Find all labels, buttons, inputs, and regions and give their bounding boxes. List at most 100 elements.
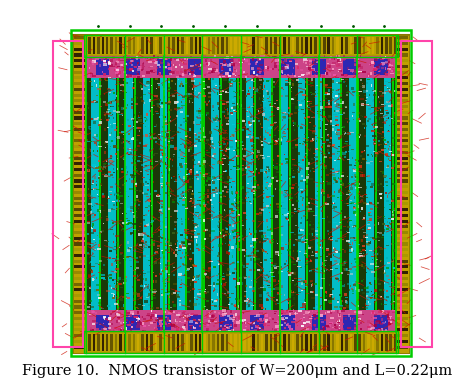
Bar: [213, 284, 215, 285]
Bar: [203, 160, 206, 163]
Bar: [376, 202, 379, 204]
Bar: [283, 322, 286, 324]
Bar: [204, 143, 208, 144]
Bar: [192, 263, 195, 266]
Bar: [333, 247, 334, 249]
Bar: [153, 293, 155, 294]
Bar: [168, 171, 169, 174]
Bar: [176, 218, 178, 219]
Bar: [227, 72, 228, 74]
Bar: [302, 234, 303, 235]
Bar: [136, 317, 138, 319]
Bar: [380, 248, 383, 249]
Bar: [217, 161, 219, 164]
Bar: [273, 288, 275, 290]
Bar: [347, 159, 350, 160]
Bar: [305, 211, 306, 213]
Bar: [91, 180, 94, 183]
Bar: [329, 56, 332, 58]
Bar: [160, 105, 164, 108]
Bar: [363, 232, 366, 233]
Bar: [241, 262, 243, 265]
Bar: [171, 64, 173, 66]
Bar: [292, 102, 294, 104]
Bar: [332, 62, 336, 64]
Bar: [218, 221, 221, 223]
Bar: [270, 106, 273, 107]
Bar: [164, 68, 168, 69]
Bar: [231, 246, 234, 249]
Bar: [348, 203, 352, 204]
Bar: [147, 271, 151, 273]
Bar: [221, 334, 224, 351]
Bar: [238, 166, 239, 168]
Bar: [295, 196, 298, 197]
Bar: [162, 153, 164, 156]
Bar: [343, 316, 347, 317]
Bar: [151, 220, 154, 222]
Bar: [242, 202, 245, 204]
Bar: [182, 328, 186, 331]
Bar: [366, 305, 369, 306]
Bar: [173, 90, 177, 92]
Bar: [284, 66, 288, 68]
Bar: [156, 124, 157, 127]
Bar: [157, 315, 172, 330]
Bar: [358, 311, 362, 314]
Bar: [182, 204, 185, 206]
Bar: [302, 204, 303, 206]
Bar: [272, 319, 274, 320]
Bar: [132, 212, 134, 213]
Bar: [217, 225, 219, 227]
Bar: [149, 179, 150, 181]
Bar: [159, 37, 162, 54]
Bar: [232, 124, 235, 125]
Bar: [122, 70, 124, 73]
Bar: [271, 92, 274, 95]
Bar: [327, 87, 329, 88]
Bar: [374, 143, 376, 144]
Bar: [231, 222, 233, 223]
Bar: [118, 105, 121, 107]
Bar: [324, 156, 327, 158]
Bar: [225, 103, 228, 105]
Bar: [265, 284, 267, 285]
Bar: [229, 208, 233, 210]
Bar: [383, 289, 384, 291]
Bar: [131, 162, 133, 164]
Bar: [319, 101, 320, 102]
Bar: [312, 284, 313, 286]
Bar: [397, 82, 408, 85]
Bar: [253, 256, 255, 258]
Bar: [190, 326, 192, 329]
Bar: [291, 168, 293, 169]
Bar: [302, 241, 305, 243]
Bar: [246, 285, 247, 287]
Bar: [335, 250, 338, 251]
Bar: [252, 37, 255, 54]
Bar: [169, 245, 172, 246]
Bar: [206, 180, 208, 182]
Bar: [376, 262, 377, 263]
Bar: [148, 57, 150, 59]
Bar: [117, 281, 119, 283]
Bar: [341, 200, 343, 201]
Bar: [168, 274, 171, 275]
Bar: [155, 111, 158, 113]
Bar: [284, 313, 286, 314]
Bar: [228, 120, 229, 121]
Bar: [171, 243, 172, 245]
Bar: [201, 243, 202, 246]
Bar: [74, 156, 85, 159]
Bar: [234, 318, 236, 319]
Bar: [378, 283, 381, 286]
Bar: [182, 59, 186, 61]
Bar: [219, 144, 222, 146]
Bar: [138, 142, 141, 144]
Bar: [250, 119, 253, 121]
Bar: [334, 58, 335, 60]
Bar: [325, 92, 328, 94]
Bar: [209, 175, 211, 177]
Bar: [261, 268, 264, 270]
Bar: [229, 217, 232, 218]
